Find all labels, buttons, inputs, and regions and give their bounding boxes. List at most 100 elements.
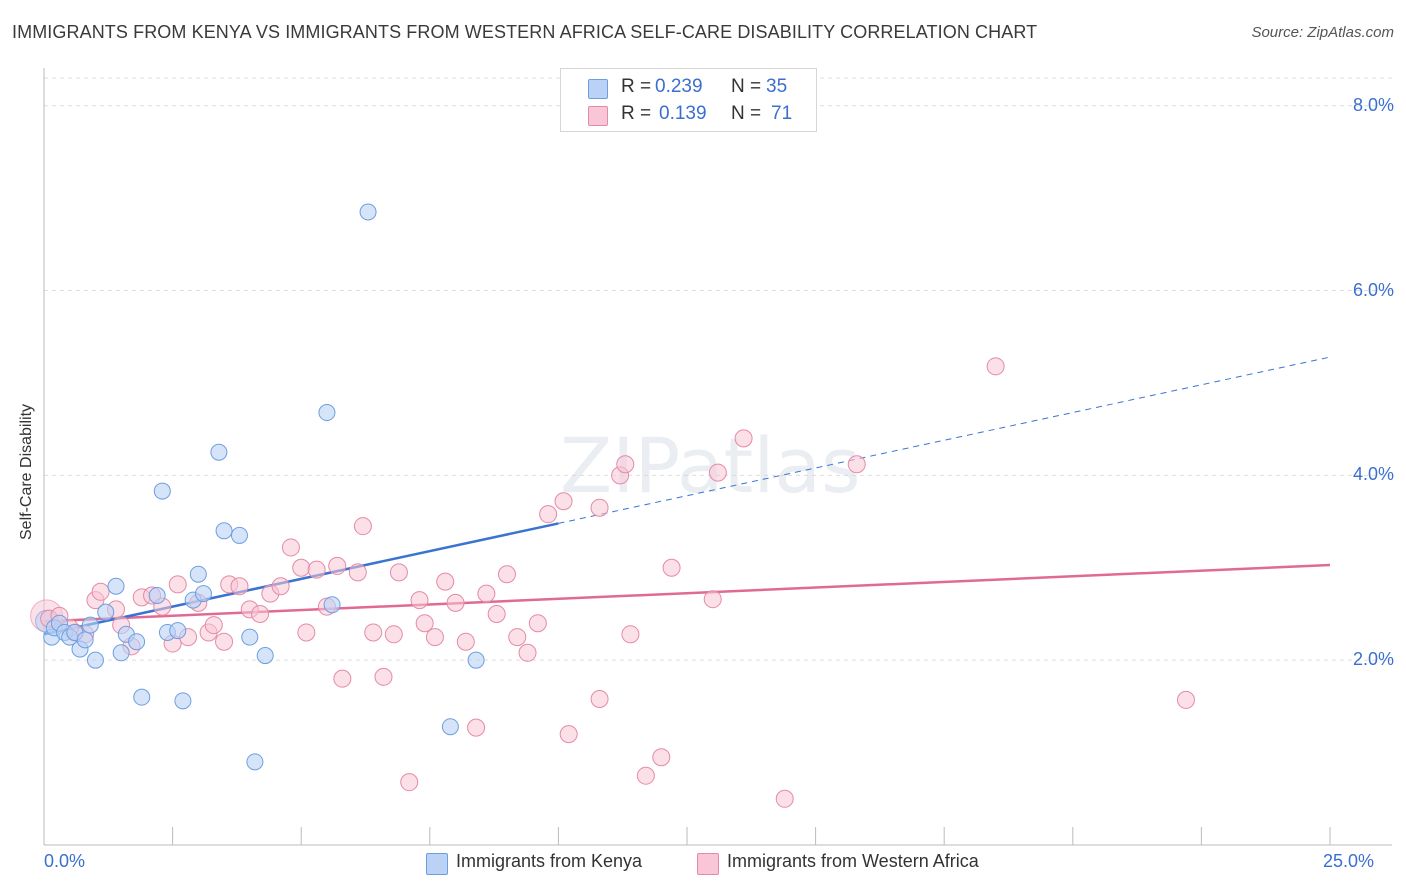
data-points bbox=[30, 203, 1195, 808]
point-western-africa bbox=[251, 604, 270, 623]
point-western-africa bbox=[477, 584, 496, 603]
point-kenya bbox=[246, 753, 264, 771]
point-western-africa bbox=[708, 463, 727, 482]
axes bbox=[43, 68, 1392, 846]
point-western-africa bbox=[389, 563, 408, 582]
point-kenya bbox=[133, 688, 151, 706]
western-africa-r-value: 0.139 bbox=[659, 103, 707, 124]
point-western-africa bbox=[528, 614, 547, 633]
point-western-africa bbox=[590, 498, 609, 517]
point-western-africa bbox=[307, 560, 326, 579]
point-western-africa bbox=[353, 517, 372, 536]
point-western-africa bbox=[467, 718, 486, 737]
western-africa-legend-label: Immigrants from Western Africa bbox=[727, 851, 979, 871]
r-label: R = bbox=[621, 103, 652, 124]
point-western-africa bbox=[281, 538, 300, 557]
point-kenya bbox=[112, 644, 130, 662]
point-kenya bbox=[153, 482, 171, 500]
point-western-africa bbox=[425, 628, 444, 647]
point-kenya bbox=[359, 203, 377, 221]
chart-title: IMMIGRANTS FROM KENYA VS IMMIGRANTS FROM… bbox=[12, 22, 1038, 42]
point-kenya bbox=[441, 718, 459, 736]
point-kenya bbox=[230, 526, 248, 544]
point-western-africa bbox=[662, 558, 681, 577]
point-kenya bbox=[148, 586, 166, 604]
point-western-africa bbox=[230, 577, 249, 596]
point-western-africa bbox=[1176, 690, 1195, 709]
y-tick-label: 8.0% bbox=[1352, 94, 1394, 115]
point-western-africa bbox=[364, 623, 383, 642]
kenya-legend-label: Immigrants from Kenya bbox=[456, 851, 643, 871]
y-tick-label: 2.0% bbox=[1352, 649, 1394, 670]
point-western-africa bbox=[703, 590, 722, 609]
point-kenya bbox=[76, 631, 94, 649]
point-western-africa bbox=[734, 429, 753, 448]
point-kenya bbox=[467, 651, 485, 669]
n-label: N = bbox=[731, 103, 762, 124]
point-western-africa bbox=[559, 725, 578, 744]
point-western-africa bbox=[636, 766, 655, 785]
point-western-africa bbox=[616, 455, 635, 474]
point-kenya bbox=[194, 585, 212, 603]
point-western-africa bbox=[508, 628, 527, 647]
point-kenya bbox=[210, 443, 228, 461]
point-kenya bbox=[215, 522, 233, 540]
point-western-africa bbox=[400, 773, 419, 792]
trendline-kenya bbox=[43, 522, 559, 636]
r-label: R = bbox=[621, 76, 652, 97]
point-western-africa bbox=[415, 614, 434, 633]
point-kenya bbox=[97, 603, 115, 621]
western-africa-legend-swatch bbox=[697, 853, 719, 875]
point-western-africa bbox=[539, 505, 558, 524]
gridlines bbox=[44, 77, 1392, 661]
point-kenya bbox=[86, 651, 104, 669]
n-label: N = bbox=[731, 76, 762, 97]
y-tick-label: 6.0% bbox=[1352, 279, 1394, 300]
point-western-africa bbox=[292, 558, 311, 577]
point-kenya bbox=[81, 616, 99, 634]
source-credit: Source: ZipAtlas.com bbox=[1251, 24, 1394, 41]
point-kenya bbox=[256, 647, 274, 665]
point-western-africa bbox=[446, 593, 465, 612]
kenya-n-value: 35 bbox=[766, 76, 788, 97]
point-kenya bbox=[128, 633, 146, 651]
kenya-swatch bbox=[588, 79, 608, 99]
kenya-legend-swatch bbox=[426, 853, 448, 875]
western-africa-n-value: 71 bbox=[771, 103, 793, 124]
point-western-africa bbox=[271, 577, 290, 596]
point-kenya bbox=[189, 565, 207, 583]
point-western-africa bbox=[518, 643, 537, 662]
correlation-legend: R = 0.239 N = 35 R = 0.139 N = 71 bbox=[560, 68, 817, 132]
x-tick-label-min: 0.0% bbox=[44, 851, 86, 871]
legend-row-kenya: R = 0.239 N = 35 bbox=[561, 75, 816, 101]
point-western-africa bbox=[847, 455, 866, 474]
western-africa-swatch bbox=[588, 106, 608, 126]
point-western-africa bbox=[215, 632, 234, 651]
point-kenya bbox=[169, 622, 187, 640]
point-western-africa bbox=[487, 604, 506, 623]
point-western-africa bbox=[456, 632, 475, 651]
point-western-africa bbox=[590, 689, 609, 708]
watermark: ZIPatlas bbox=[560, 421, 861, 510]
point-western-africa bbox=[497, 565, 516, 584]
y-tick-label: 4.0% bbox=[1352, 464, 1394, 485]
point-western-africa bbox=[410, 591, 429, 610]
point-western-africa bbox=[333, 669, 352, 688]
point-western-africa bbox=[374, 667, 393, 686]
point-western-africa bbox=[384, 625, 403, 644]
point-kenya bbox=[174, 692, 192, 710]
point-kenya bbox=[318, 404, 336, 422]
kenya-r-value: 0.239 bbox=[655, 76, 703, 97]
point-western-africa bbox=[297, 623, 316, 642]
point-kenya bbox=[241, 628, 259, 646]
point-western-africa bbox=[986, 357, 1005, 376]
x-tick-label-max: 25.0% bbox=[1323, 851, 1375, 871]
point-western-africa bbox=[775, 789, 794, 808]
point-kenya bbox=[107, 577, 125, 595]
y-axis-title: Self-Care Disability bbox=[18, 403, 35, 540]
point-western-africa bbox=[91, 582, 110, 601]
point-western-africa bbox=[652, 748, 671, 767]
legend-row-western-africa: R = 0.139 N = 71 bbox=[561, 102, 816, 128]
point-western-africa bbox=[436, 572, 455, 591]
